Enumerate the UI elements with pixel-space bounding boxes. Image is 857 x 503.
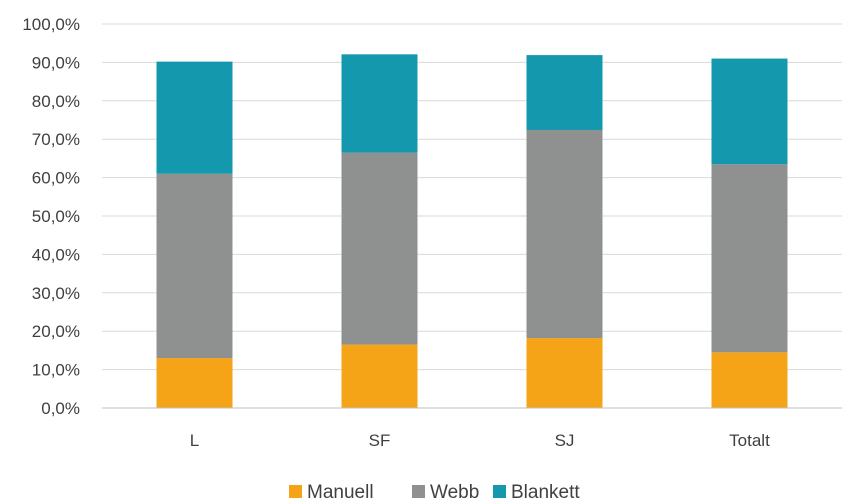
bar-blankett-sj	[526, 55, 603, 130]
x-axis-ticks: L SF SJ Totalt	[190, 431, 770, 450]
bar-webb-l	[156, 173, 233, 359]
legend-swatch-blankett	[493, 485, 506, 498]
legend-swatch-webb	[412, 485, 425, 498]
x-tick-label: L	[190, 431, 199, 450]
legend: Manuell Webb Blankett	[289, 482, 580, 503]
y-tick-label: 30,0%	[32, 284, 80, 303]
bar-manuell-l	[156, 358, 233, 408]
y-tick-label: 0,0%	[41, 399, 80, 418]
bar-blankett-sf	[341, 54, 418, 153]
bar-manuell-sf	[341, 344, 418, 408]
y-tick-label: 90,0%	[32, 53, 80, 72]
bar-manuell-sj	[526, 338, 603, 408]
y-tick-label: 100,0%	[22, 15, 80, 34]
bar-blankett-l	[156, 61, 233, 174]
bar-webb-totalt	[711, 164, 788, 353]
bar-blankett-totalt	[711, 58, 788, 165]
y-tick-label: 50,0%	[32, 207, 80, 226]
bar-webb-sf	[341, 152, 418, 345]
x-tick-label: SF	[369, 431, 391, 450]
bar-manuell-totalt	[711, 352, 788, 408]
legend-label-blankett: Blankett	[511, 482, 580, 503]
y-tick-label: 70,0%	[32, 130, 80, 149]
y-tick-label: 20,0%	[32, 322, 80, 341]
y-axis-ticks: 0,0% 10,0% 20,0% 30,0% 40,0% 50,0% 60,0% 70,0% 8…	[22, 15, 80, 418]
bar-webb-sj	[526, 129, 603, 339]
bars	[156, 54, 788, 408]
y-tick-label: 40,0%	[32, 245, 80, 264]
y-tick-label: 80,0%	[32, 92, 80, 111]
y-tick-label: 60,0%	[32, 169, 80, 188]
y-tick-label: 10,0%	[32, 361, 80, 380]
legend-label-manuell: Manuell	[307, 482, 374, 503]
legend-swatch-manuell	[289, 485, 302, 498]
legend-label-webb: Webb	[430, 482, 479, 503]
x-tick-label: SJ	[555, 431, 575, 450]
x-tick-label: Totalt	[729, 431, 770, 450]
